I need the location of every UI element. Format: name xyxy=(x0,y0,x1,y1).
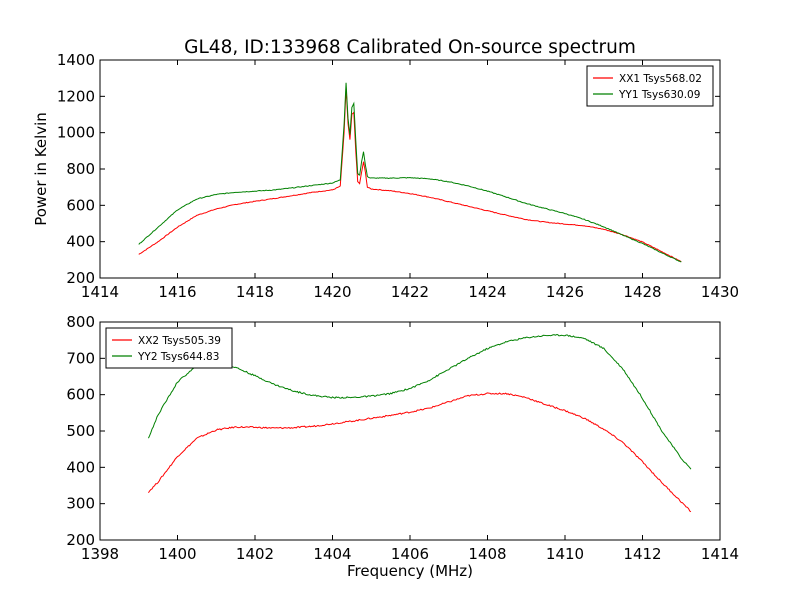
bottom-y-tick-label: 600 xyxy=(66,386,95,404)
bottom-legend-label-2: YY2 Tsys644.83 xyxy=(137,351,219,363)
bottom-x-tick-label: 1402 xyxy=(236,545,274,563)
bottom-y-tick-label: 200 xyxy=(66,531,95,549)
top-x-tick-label: 1418 xyxy=(236,283,274,301)
bottom-y-tick-label: 500 xyxy=(66,422,95,440)
top-x-tick-label: 1424 xyxy=(468,283,506,301)
bottom-y-tick-label: 300 xyxy=(66,495,95,513)
top-legend-label-2: YY1 Tsys630.09 xyxy=(618,89,700,101)
top-panel: 1414 1416 1418 1420 1422 1424 1426 1428 1430 200 4… xyxy=(57,51,739,301)
top-series-line-1 xyxy=(138,87,682,263)
top-y-tick-label: 800 xyxy=(66,160,95,178)
bottom-y-tick-label: 800 xyxy=(66,313,95,331)
bottom-series-line-2 xyxy=(147,334,692,470)
top-x-tick-label: 1414 xyxy=(81,283,119,301)
bottom-x-tick-label: 1398 xyxy=(81,545,119,563)
top-y-tick-label: 1000 xyxy=(57,124,95,142)
top-legend-label-1: XX1 Tsys568.02 xyxy=(619,73,702,85)
top-x-tick-label: 1416 xyxy=(158,283,196,301)
bottom-x-tick-label: 1400 xyxy=(158,545,196,563)
bottom-series-line-1 xyxy=(148,392,692,513)
top-x-tick-label: 1428 xyxy=(623,283,661,301)
bottom-legend-label-1: XX2 Tsys505.39 xyxy=(138,335,221,347)
bottom-panel: 1398 1400 1402 1404 1406 1408 1410 1412 1414 200 3… xyxy=(66,313,739,563)
top-y-tick-label: 1200 xyxy=(57,87,95,105)
bottom-x-tick-label: 1404 xyxy=(313,545,351,563)
top-y-tick-label: 600 xyxy=(66,196,95,214)
bottom-y-tick-label: 400 xyxy=(66,458,95,476)
bottom-x-tick-label: 1410 xyxy=(546,545,584,563)
top-x-tick-label: 1426 xyxy=(546,283,584,301)
bottom-x-tick-label: 1412 xyxy=(623,545,661,563)
top-legend xyxy=(586,65,714,107)
top-x-tick-label: 1420 xyxy=(313,283,351,301)
top-y-tick-label: 200 xyxy=(66,269,95,287)
bottom-legend xyxy=(105,327,233,369)
bottom-x-tick-label: 1408 xyxy=(468,545,506,563)
top-y-tick-label: 400 xyxy=(66,233,95,251)
top-y-tick-label: 1400 xyxy=(57,51,95,69)
x-axis-label: Frequency (MHz) xyxy=(347,562,473,580)
y-axis-label: Power in Kelvin xyxy=(32,112,50,226)
bottom-y-tick-label: 700 xyxy=(66,349,95,367)
bottom-x-tick-label: 1414 xyxy=(701,545,739,563)
top-x-tick-label: 1422 xyxy=(391,283,429,301)
top-series-line-2 xyxy=(138,82,682,263)
top-x-tick-label: 1430 xyxy=(701,283,739,301)
bottom-x-tick-label: 1406 xyxy=(391,545,429,563)
figure-title: GL48, ID:133968 Calibrated On-source spe… xyxy=(184,37,636,58)
